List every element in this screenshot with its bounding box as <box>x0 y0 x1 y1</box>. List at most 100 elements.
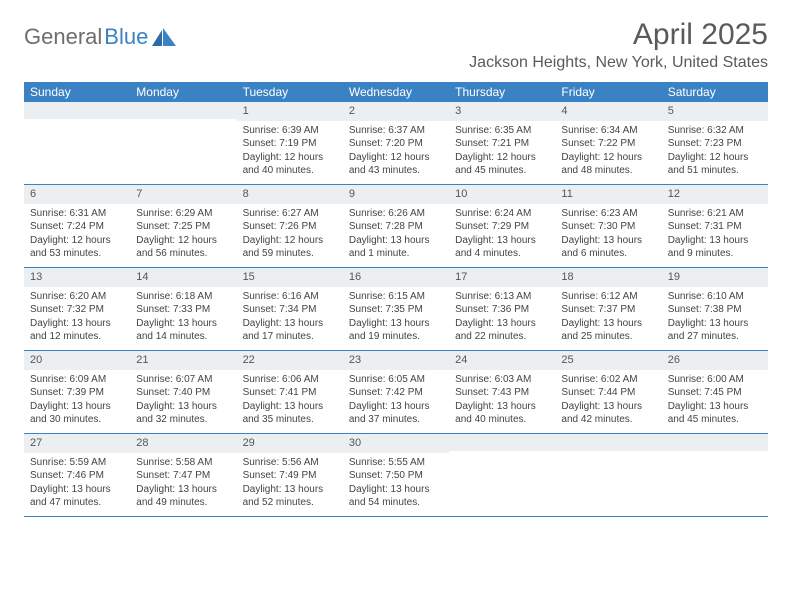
day-body: Sunrise: 6:07 AMSunset: 7:40 PMDaylight:… <box>130 370 236 433</box>
day-number <box>449 434 555 451</box>
day-cell: 21Sunrise: 6:07 AMSunset: 7:40 PMDayligh… <box>130 351 236 433</box>
sunset-text: Sunset: 7:36 PM <box>455 303 549 317</box>
sunrise-text: Sunrise: 6:26 AM <box>349 207 443 221</box>
day-body: Sunrise: 6:18 AMSunset: 7:33 PMDaylight:… <box>130 287 236 350</box>
day-number: 12 <box>662 185 768 204</box>
day-cell: 30Sunrise: 5:55 AMSunset: 7:50 PMDayligh… <box>343 434 449 516</box>
day-cell: 11Sunrise: 6:23 AMSunset: 7:30 PMDayligh… <box>555 185 661 267</box>
day-body: Sunrise: 5:56 AMSunset: 7:49 PMDaylight:… <box>237 453 343 516</box>
day-number: 23 <box>343 351 449 370</box>
day-cell <box>24 102 130 184</box>
day-body <box>555 451 661 511</box>
day-body: Sunrise: 6:31 AMSunset: 7:24 PMDaylight:… <box>24 204 130 267</box>
day-number: 17 <box>449 268 555 287</box>
sunset-text: Sunset: 7:43 PM <box>455 386 549 400</box>
daylight-text: Daylight: 13 hours and 52 minutes. <box>243 483 337 510</box>
day-number: 16 <box>343 268 449 287</box>
sunrise-text: Sunrise: 6:16 AM <box>243 290 337 304</box>
daylight-text: Daylight: 13 hours and 35 minutes. <box>243 400 337 427</box>
day-body: Sunrise: 6:23 AMSunset: 7:30 PMDaylight:… <box>555 204 661 267</box>
daylight-text: Daylight: 13 hours and 6 minutes. <box>561 234 655 261</box>
sunrise-text: Sunrise: 6:18 AM <box>136 290 230 304</box>
sunrise-text: Sunrise: 6:12 AM <box>561 290 655 304</box>
sunrise-text: Sunrise: 6:31 AM <box>30 207 124 221</box>
day-number: 14 <box>130 268 236 287</box>
day-cell: 14Sunrise: 6:18 AMSunset: 7:33 PMDayligh… <box>130 268 236 350</box>
day-number: 28 <box>130 434 236 453</box>
sunset-text: Sunset: 7:49 PM <box>243 469 337 483</box>
daylight-text: Daylight: 13 hours and 32 minutes. <box>136 400 230 427</box>
day-cell: 25Sunrise: 6:02 AMSunset: 7:44 PMDayligh… <box>555 351 661 433</box>
sunset-text: Sunset: 7:21 PM <box>455 137 549 151</box>
day-header: Wednesday <box>343 82 449 102</box>
sunrise-text: Sunrise: 6:37 AM <box>349 124 443 138</box>
logo-text-1: General <box>24 24 102 50</box>
day-number: 26 <box>662 351 768 370</box>
sunset-text: Sunset: 7:20 PM <box>349 137 443 151</box>
day-number: 24 <box>449 351 555 370</box>
sunset-text: Sunset: 7:46 PM <box>30 469 124 483</box>
day-body: Sunrise: 6:39 AMSunset: 7:19 PMDaylight:… <box>237 121 343 184</box>
sunrise-text: Sunrise: 6:02 AM <box>561 373 655 387</box>
sunset-text: Sunset: 7:34 PM <box>243 303 337 317</box>
sunset-text: Sunset: 7:25 PM <box>136 220 230 234</box>
day-cell: 6Sunrise: 6:31 AMSunset: 7:24 PMDaylight… <box>24 185 130 267</box>
day-number <box>24 102 130 119</box>
day-number: 20 <box>24 351 130 370</box>
daylight-text: Daylight: 12 hours and 56 minutes. <box>136 234 230 261</box>
sunset-text: Sunset: 7:50 PM <box>349 469 443 483</box>
day-number: 5 <box>662 102 768 121</box>
day-body: Sunrise: 6:27 AMSunset: 7:26 PMDaylight:… <box>237 204 343 267</box>
daylight-text: Daylight: 13 hours and 25 minutes. <box>561 317 655 344</box>
sunset-text: Sunset: 7:24 PM <box>30 220 124 234</box>
day-body: Sunrise: 6:00 AMSunset: 7:45 PMDaylight:… <box>662 370 768 433</box>
daylight-text: Daylight: 13 hours and 22 minutes. <box>455 317 549 344</box>
day-number: 11 <box>555 185 661 204</box>
day-body: Sunrise: 6:05 AMSunset: 7:42 PMDaylight:… <box>343 370 449 433</box>
daylight-text: Daylight: 13 hours and 42 minutes. <box>561 400 655 427</box>
logo: GeneralBlue <box>24 24 176 50</box>
day-header: Saturday <box>662 82 768 102</box>
daylight-text: Daylight: 13 hours and 30 minutes. <box>30 400 124 427</box>
day-number: 15 <box>237 268 343 287</box>
day-cell <box>449 434 555 516</box>
day-number: 13 <box>24 268 130 287</box>
day-body: Sunrise: 6:16 AMSunset: 7:34 PMDaylight:… <box>237 287 343 350</box>
daylight-text: Daylight: 13 hours and 9 minutes. <box>668 234 762 261</box>
day-number: 22 <box>237 351 343 370</box>
daylight-text: Daylight: 13 hours and 4 minutes. <box>455 234 549 261</box>
day-cell: 15Sunrise: 6:16 AMSunset: 7:34 PMDayligh… <box>237 268 343 350</box>
day-cell <box>555 434 661 516</box>
day-number: 6 <box>24 185 130 204</box>
sunset-text: Sunset: 7:40 PM <box>136 386 230 400</box>
daylight-text: Daylight: 13 hours and 45 minutes. <box>668 400 762 427</box>
day-cell: 17Sunrise: 6:13 AMSunset: 7:36 PMDayligh… <box>449 268 555 350</box>
sunset-text: Sunset: 7:22 PM <box>561 137 655 151</box>
sunrise-text: Sunrise: 6:35 AM <box>455 124 549 138</box>
week-row: 27Sunrise: 5:59 AMSunset: 7:46 PMDayligh… <box>24 434 768 517</box>
day-body: Sunrise: 6:20 AMSunset: 7:32 PMDaylight:… <box>24 287 130 350</box>
day-number <box>555 434 661 451</box>
logo-text-2: Blue <box>104 24 148 50</box>
day-number: 30 <box>343 434 449 453</box>
day-header: Sunday <box>24 82 130 102</box>
day-body: Sunrise: 6:34 AMSunset: 7:22 PMDaylight:… <box>555 121 661 184</box>
sunset-text: Sunset: 7:47 PM <box>136 469 230 483</box>
day-cell: 9Sunrise: 6:26 AMSunset: 7:28 PMDaylight… <box>343 185 449 267</box>
day-cell: 18Sunrise: 6:12 AMSunset: 7:37 PMDayligh… <box>555 268 661 350</box>
sunrise-text: Sunrise: 6:34 AM <box>561 124 655 138</box>
day-cell: 7Sunrise: 6:29 AMSunset: 7:25 PMDaylight… <box>130 185 236 267</box>
day-number: 21 <box>130 351 236 370</box>
day-number: 4 <box>555 102 661 121</box>
day-number: 18 <box>555 268 661 287</box>
sunrise-text: Sunrise: 6:21 AM <box>668 207 762 221</box>
sunrise-text: Sunrise: 6:10 AM <box>668 290 762 304</box>
sunset-text: Sunset: 7:28 PM <box>349 220 443 234</box>
day-cell: 4Sunrise: 6:34 AMSunset: 7:22 PMDaylight… <box>555 102 661 184</box>
daylight-text: Daylight: 12 hours and 45 minutes. <box>455 151 549 178</box>
day-body: Sunrise: 6:21 AMSunset: 7:31 PMDaylight:… <box>662 204 768 267</box>
sunset-text: Sunset: 7:29 PM <box>455 220 549 234</box>
sunrise-text: Sunrise: 6:00 AM <box>668 373 762 387</box>
sunset-text: Sunset: 7:45 PM <box>668 386 762 400</box>
sunset-text: Sunset: 7:30 PM <box>561 220 655 234</box>
